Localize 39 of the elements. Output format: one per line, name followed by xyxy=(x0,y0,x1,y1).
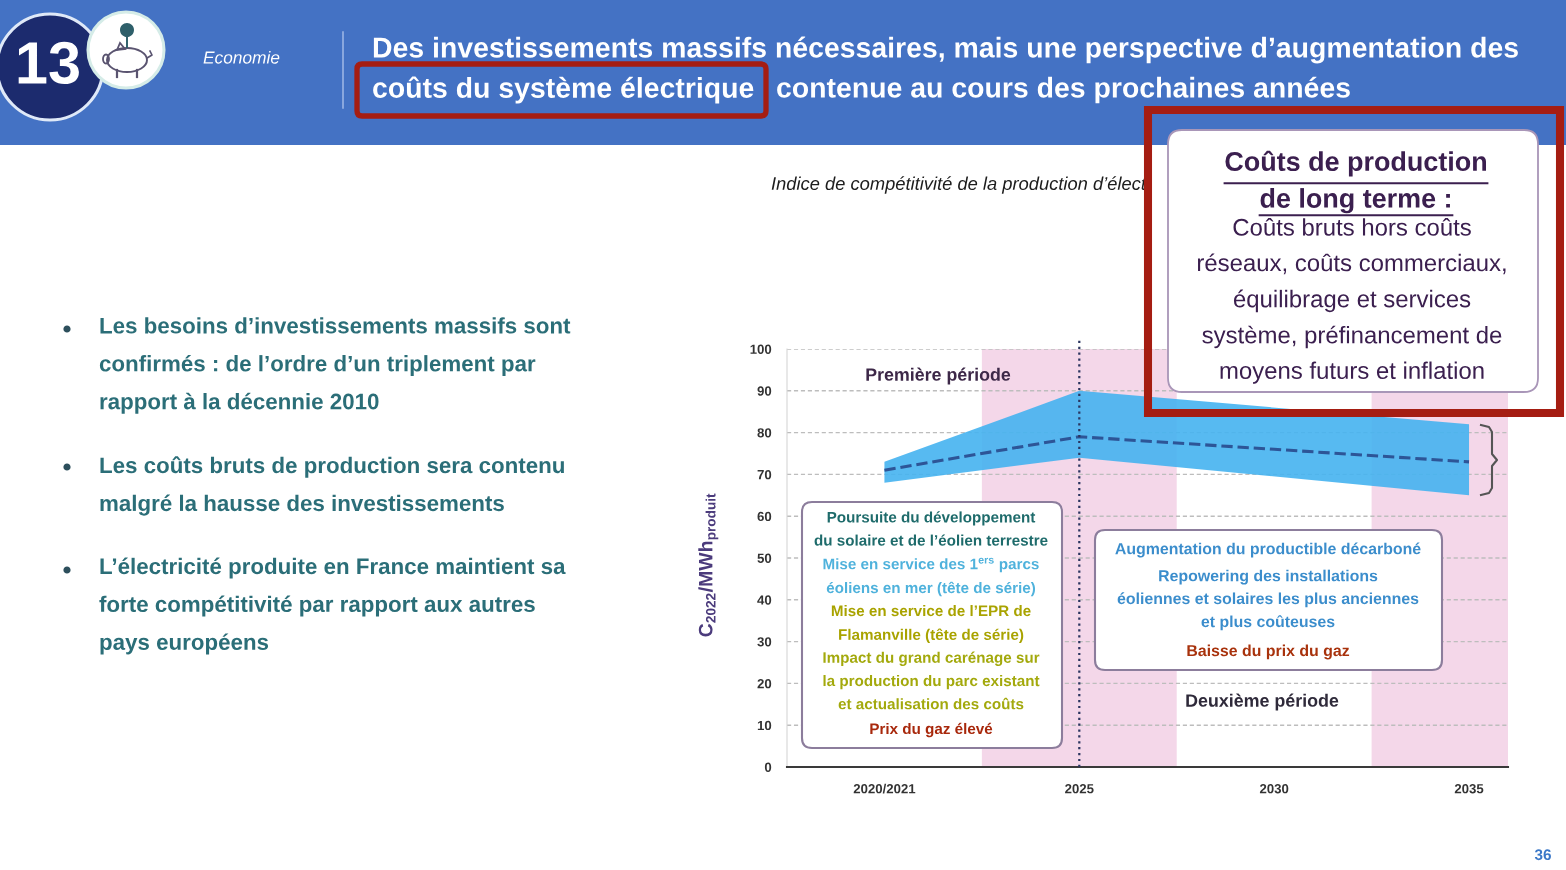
annotation: Baisse du prix du gaz xyxy=(1187,644,1350,660)
text: Economie xyxy=(203,50,280,64)
annotation: Première période xyxy=(866,367,1011,385)
y-tick-label: 20 xyxy=(757,678,772,689)
annotation: Poursuite du développement du solaire et de l’éolien terrestre xyxy=(814,511,1048,546)
x-tick-label: 2025 xyxy=(1065,784,1094,794)
y-tick-label: 30 xyxy=(757,637,772,647)
x-tick-label: 2030 xyxy=(1259,784,1289,794)
y-tick-label: 100 xyxy=(750,344,772,354)
y-tick-label: 50 xyxy=(757,553,772,563)
text: Des investissements massifs nécessaires, mais une perspective d’augmentation des xyxy=(373,36,1518,64)
text: 13 xyxy=(18,41,79,85)
text: coûts du système électrique xyxy=(373,76,754,104)
annotation: Coûts bruts hors coûts réseaux, coûts commerciaux, équilibrage et services système, préfinancement de moyens futurs et inflation xyxy=(1197,218,1506,384)
annotation: Augmentation du productible décarboné xyxy=(1115,542,1421,558)
annotation: Mise en service des 1$^{ers}$ parcs éoliens en mer (tête de série) xyxy=(823,557,1039,597)
text: Les besoins d’investissements massifs sont confirmés : de l’ordre d’un triplement par rapport à la décennie 2010 xyxy=(99,317,571,414)
annotation: Prix du gaz élevé xyxy=(870,722,993,738)
annotation: Deuxième période xyxy=(1186,693,1339,711)
text: Les coûts bruts de production sera contenu malgré la hausse des investissements xyxy=(100,456,564,516)
y-tick-label: 40 xyxy=(757,595,772,605)
y-tick-label: 70 xyxy=(757,469,772,480)
y-tick-label: 80 xyxy=(757,428,772,438)
y-tick-label: 10 xyxy=(757,720,772,731)
y-axis-title: C$_{2022}$/MWh$_{produit}$ xyxy=(698,493,719,637)
annotation: Impact du grand carénage sur la production du parc existant et actualisation des coûts xyxy=(823,651,1040,710)
line-series xyxy=(882,435,1471,472)
text: 36 xyxy=(1534,849,1551,861)
text: L’électricité produite en France maintient sa forte compétitivité par rapport aux autres pays européens xyxy=(99,557,566,655)
text: Coûts de production de long terme : xyxy=(1225,150,1487,214)
y-tick-label: 90 xyxy=(757,386,772,396)
text: contenue au cours des prochaines années xyxy=(777,76,1350,104)
annotation: Mise en service de l’EPR de Flamanville (tête de série) xyxy=(831,605,1031,643)
x-tick-label: 2020/2021 xyxy=(853,783,916,794)
y-tick-label: 0 xyxy=(764,762,772,772)
annotation: Repowering des installations éoliennes et solaires les plus anciennes et plus coûteuses xyxy=(1117,569,1419,631)
y-tick-label: 60 xyxy=(757,511,772,522)
chart-title: Indice de compétitivité de la production d’élect xyxy=(771,176,1147,194)
x-tick-label: 2035 xyxy=(1454,784,1484,794)
